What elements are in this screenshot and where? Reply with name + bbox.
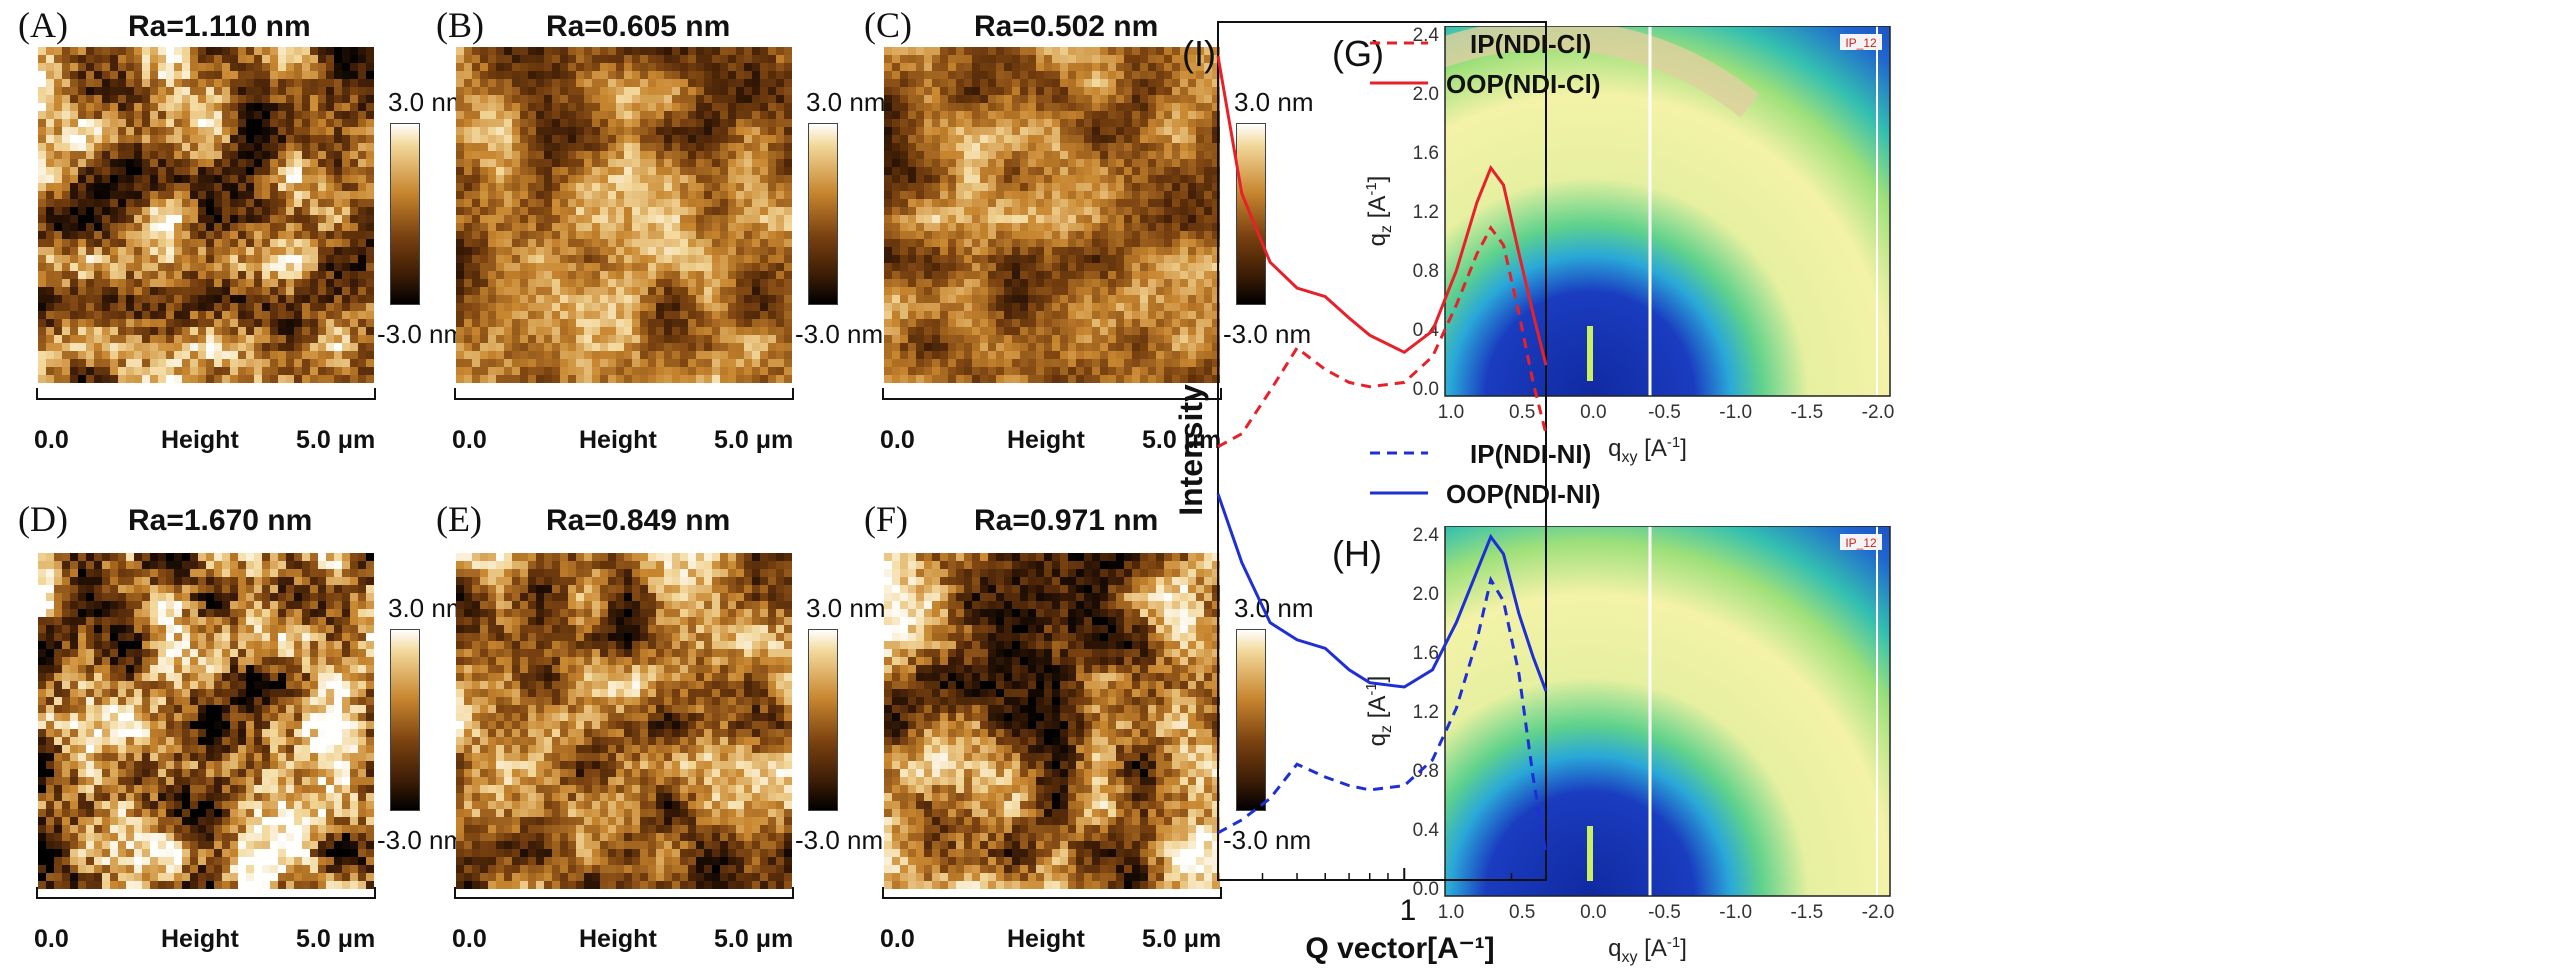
scale-start: 0.0 [452,925,487,954]
scale-tick [374,388,376,400]
roughness-value: Ra=0.605 nm [546,10,730,44]
panel-label-i: (I) [1182,33,1216,74]
scale-tick [374,887,376,899]
scale-bar [36,398,376,400]
legend-label: OOP(NDI-Cl) [1446,69,1601,99]
panel-label-afm: (E) [436,498,482,540]
height-colorbar [808,629,838,811]
series-line-ip-ndi-cl- [1218,228,1546,447]
scale-tick [882,887,884,899]
legend-label: OOP(NDI-NI) [1446,479,1601,509]
scale-tick [882,388,884,400]
scale-channel: Height [1007,925,1085,954]
x-tick-label-1: 1 [1400,894,1417,927]
afm-height-image [456,553,792,889]
roughness-value: Ra=0.849 nm [546,504,730,538]
height-colorbar [808,123,838,305]
roughness-value: Ra=1.110 nm [128,10,311,44]
scale-tick [36,887,38,899]
scale-end: 5.0 μm [714,426,793,455]
colorbar-max: 3.0 nm [806,593,886,624]
scale-bar [36,897,376,899]
roughness-value: Ra=0.971 nm [974,504,1158,538]
scale-bar [454,897,794,899]
afm-height-image [38,553,374,889]
scale-channel: Height [579,426,657,455]
colorbar-min: -3.0 nm [377,319,465,350]
colorbar-max: 3.0 nm [806,87,886,118]
legend: IP(NDI-Cl) OOP(NDI-Cl) IP(NDI-NI) OOP(NDI-N… [1370,29,1601,509]
scale-tick [792,887,794,899]
intensity-chart: (I) IP(NDI-Cl) OOP(NDI-Cl) IP(NDI-NI) OOP(N… [1170,0,2567,974]
scale-channel: Height [1007,426,1085,455]
scale-start: 0.0 [34,925,69,954]
scale-tick [792,388,794,400]
roughness-value: Ra=0.502 nm [974,10,1158,44]
height-colorbar [390,629,420,811]
scale-end: 5.0 μm [296,925,375,954]
panel-label-afm: (C) [864,4,912,46]
y-axis-label: Intensity [1173,384,1209,516]
panel-label-afm: (D) [18,498,68,540]
scale-channel: Height [579,925,657,954]
scale-tick [454,887,456,899]
panel-label-afm: (F) [864,498,908,540]
scale-start: 0.0 [452,426,487,455]
scale-tick [454,388,456,400]
panel-label-afm: (B) [436,4,484,46]
afm-height-image [38,47,374,383]
scale-end: 5.0 μm [296,426,375,455]
scale-start: 0.0 [34,426,69,455]
legend-label: IP(NDI-NI) [1470,439,1591,469]
scale-channel: Height [161,426,239,455]
scale-end: 5.0 μm [714,925,793,954]
afm-height-image [456,47,792,383]
scale-start: 0.0 [880,925,915,954]
scale-tick [36,388,38,400]
colorbar-min: -3.0 nm [795,319,883,350]
scale-start: 0.0 [880,426,915,455]
height-colorbar [390,123,420,305]
series-line-ip-ndi-ni- [1218,580,1546,855]
scale-bar [454,398,794,400]
colorbar-min: -3.0 nm [377,825,465,856]
x-axis-label: Q vector[A⁻¹] [1305,932,1494,965]
scale-channel: Height [161,925,239,954]
colorbar-min: -3.0 nm [795,825,883,856]
panel-label-afm: (A) [18,4,68,46]
series-line-oop-ndi-cl- [1218,56,1546,365]
legend-label: IP(NDI-Cl) [1470,29,1591,59]
roughness-value: Ra=1.670 nm [128,504,312,538]
